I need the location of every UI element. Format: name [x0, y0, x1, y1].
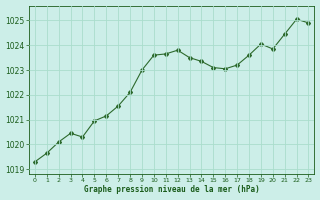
- X-axis label: Graphe pression niveau de la mer (hPa): Graphe pression niveau de la mer (hPa): [84, 185, 260, 194]
